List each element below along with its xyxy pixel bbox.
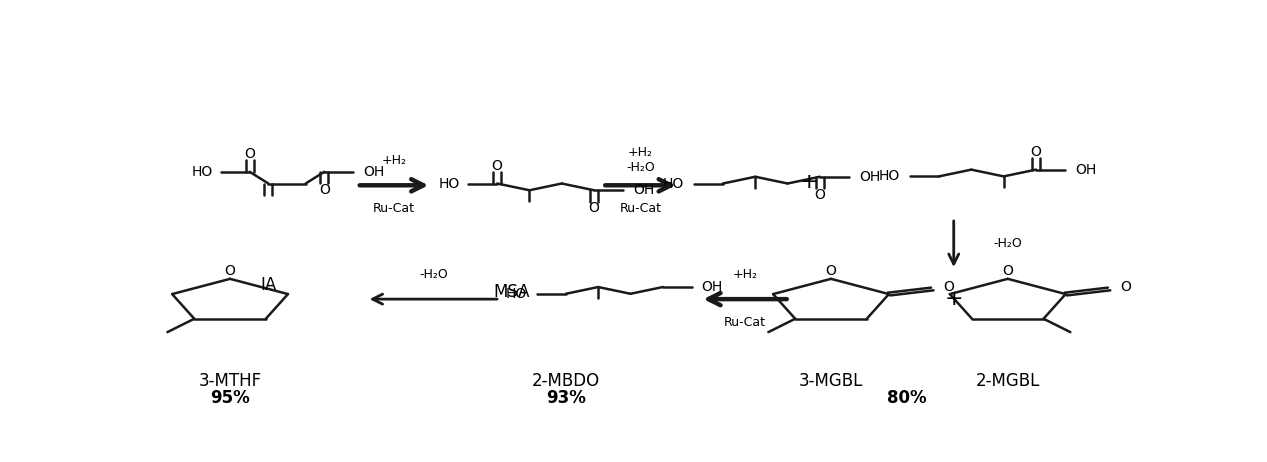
Text: Ru-Cat: Ru-Cat bbox=[372, 202, 416, 215]
Text: IA: IA bbox=[260, 276, 276, 294]
Text: O: O bbox=[589, 201, 599, 215]
Text: O: O bbox=[815, 188, 825, 201]
Text: -H₂O: -H₂O bbox=[419, 267, 447, 281]
Text: 2-MBDO: 2-MBDO bbox=[532, 372, 601, 390]
Text: O: O bbox=[1120, 280, 1131, 294]
Text: -H₂O: -H₂O bbox=[993, 237, 1021, 250]
Text: O: O bbox=[944, 280, 954, 294]
Text: +: + bbox=[799, 172, 818, 192]
Text: +: + bbox=[944, 289, 963, 309]
Text: HO: HO bbox=[438, 176, 460, 190]
Text: OH: OH bbox=[702, 280, 723, 294]
Text: 80%: 80% bbox=[887, 389, 926, 407]
Text: O: O bbox=[1002, 264, 1014, 278]
Text: O: O bbox=[224, 264, 236, 278]
Text: HO: HO bbox=[663, 176, 684, 190]
Text: HO: HO bbox=[506, 287, 527, 301]
Text: 93%: 93% bbox=[546, 389, 585, 407]
Text: OH: OH bbox=[364, 165, 384, 179]
Text: MSA: MSA bbox=[494, 283, 530, 301]
Text: +H₂: +H₂ bbox=[381, 154, 407, 167]
Text: OH: OH bbox=[1074, 163, 1096, 176]
Text: O: O bbox=[826, 264, 836, 278]
Text: HO: HO bbox=[191, 165, 213, 179]
Text: OH: OH bbox=[634, 183, 654, 197]
Text: 3-MGBL: 3-MGBL bbox=[798, 372, 863, 390]
Text: O: O bbox=[319, 182, 329, 197]
Text: 95%: 95% bbox=[210, 389, 250, 407]
Text: +H₂: +H₂ bbox=[732, 267, 758, 281]
Text: O: O bbox=[492, 158, 503, 173]
Text: 2-MGBL: 2-MGBL bbox=[976, 372, 1040, 390]
Text: Ru-Cat: Ru-Cat bbox=[723, 316, 767, 329]
Text: +H₂
-H₂O: +H₂ -H₂O bbox=[626, 146, 655, 174]
Text: O: O bbox=[245, 147, 255, 161]
Text: HO: HO bbox=[879, 170, 900, 183]
Text: Ru-Cat: Ru-Cat bbox=[620, 202, 661, 215]
Text: OH: OH bbox=[859, 170, 881, 184]
Text: O: O bbox=[1030, 145, 1041, 159]
Text: 3-MTHF: 3-MTHF bbox=[199, 372, 261, 390]
